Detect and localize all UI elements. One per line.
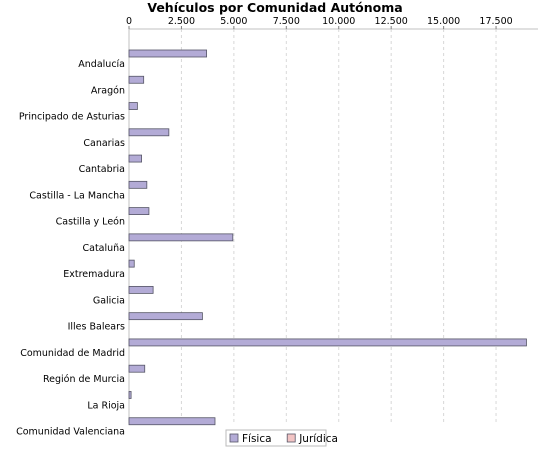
- x-tick-label: 7.500: [273, 16, 300, 27]
- x-tick-label: 17.500: [479, 16, 512, 27]
- category-label: Galicia: [93, 295, 125, 306]
- legend-label: Jurídica: [298, 433, 338, 445]
- category-label: Andalucía: [78, 59, 125, 70]
- bar: [128, 285, 154, 294]
- chart-title: Vehículos por Comunidad Autónoma: [147, 0, 402, 15]
- bar: [128, 75, 145, 84]
- x-tick-label: 15.000: [427, 16, 460, 27]
- bar: [128, 312, 203, 321]
- legend-swatch: [229, 433, 239, 443]
- category-label: Principado de Asturias: [19, 112, 125, 123]
- bar: [128, 154, 142, 163]
- x-tick-label: 12.500: [375, 16, 408, 27]
- category-label: Aragón: [91, 85, 125, 96]
- plot-area: 0 2.500 5.000 7.500 10.000 12.500 15.000 17.500…: [16, 16, 538, 438]
- legend: Física Jurídica: [225, 429, 338, 447]
- category-label: Canarias: [83, 138, 125, 149]
- bar: [128, 259, 135, 268]
- category-label: Cataluña: [82, 243, 125, 254]
- category-label: Castilla y León: [56, 217, 125, 228]
- category-label: Illes Balears: [68, 322, 125, 333]
- bar: [128, 364, 146, 373]
- x-tick-label: 5.000: [220, 16, 247, 27]
- x-tick-label: 10.000: [322, 16, 355, 27]
- category-label: Comunidad de Madrid: [20, 348, 125, 359]
- bar: [128, 338, 527, 347]
- legend-label: Física: [242, 433, 272, 445]
- bar: [128, 391, 132, 399]
- bar: [128, 417, 216, 426]
- bar: [128, 102, 138, 110]
- category-label: Castilla - La Mancha: [29, 190, 125, 201]
- x-tick-label: 0: [126, 16, 132, 27]
- category-label: Extremadura: [63, 269, 125, 280]
- bar: [128, 180, 148, 189]
- legend-swatch: [286, 433, 296, 443]
- category-label: Cantabria: [79, 164, 125, 175]
- x-tick-label: 2.500: [168, 16, 195, 27]
- bar: [128, 49, 208, 58]
- category-label: Comunidad Valenciana: [16, 427, 125, 438]
- bar: [128, 233, 234, 242]
- legend-box: [225, 429, 327, 447]
- category-label: Región de Murcia: [43, 374, 125, 385]
- category-label: La Rioja: [87, 400, 125, 411]
- bar: [128, 128, 170, 137]
- bar: [128, 207, 150, 216]
